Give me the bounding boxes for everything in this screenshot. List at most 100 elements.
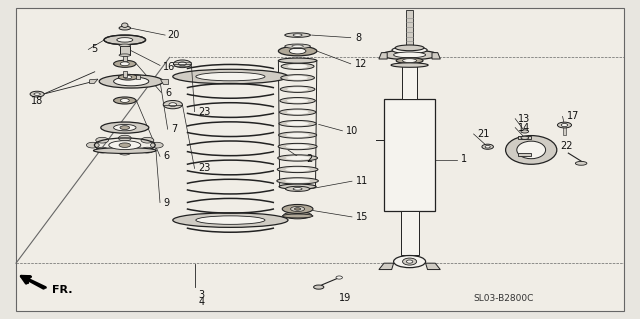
Ellipse shape <box>280 109 316 115</box>
Ellipse shape <box>294 208 301 210</box>
Text: 23: 23 <box>198 107 211 117</box>
Ellipse shape <box>150 142 163 148</box>
Ellipse shape <box>118 74 138 80</box>
Ellipse shape <box>394 256 426 268</box>
Ellipse shape <box>179 62 186 66</box>
Ellipse shape <box>124 76 132 79</box>
Ellipse shape <box>287 76 308 80</box>
Ellipse shape <box>314 285 324 289</box>
Bar <box>136 75 140 79</box>
Ellipse shape <box>196 216 265 224</box>
Ellipse shape <box>403 258 417 265</box>
Ellipse shape <box>141 147 154 153</box>
Text: 18: 18 <box>31 96 43 106</box>
Ellipse shape <box>277 178 319 184</box>
Text: FR.: FR. <box>52 285 73 295</box>
Ellipse shape <box>99 75 163 88</box>
Text: 1: 1 <box>461 154 467 165</box>
Ellipse shape <box>575 161 587 165</box>
Ellipse shape <box>119 26 131 30</box>
Ellipse shape <box>291 206 305 211</box>
Ellipse shape <box>114 124 136 131</box>
Ellipse shape <box>521 136 529 139</box>
Text: 12: 12 <box>355 59 367 69</box>
Ellipse shape <box>173 69 288 84</box>
Ellipse shape <box>277 166 318 173</box>
Ellipse shape <box>285 179 310 183</box>
Ellipse shape <box>282 214 313 218</box>
Ellipse shape <box>118 135 131 141</box>
Ellipse shape <box>278 155 317 161</box>
Ellipse shape <box>381 50 438 60</box>
Ellipse shape <box>93 148 156 153</box>
Ellipse shape <box>119 143 131 147</box>
Text: 6: 6 <box>165 87 172 98</box>
Bar <box>120 46 130 55</box>
Ellipse shape <box>406 260 413 263</box>
Ellipse shape <box>278 46 317 56</box>
Ellipse shape <box>336 276 342 279</box>
Text: 13: 13 <box>518 114 531 124</box>
Ellipse shape <box>557 122 572 128</box>
Polygon shape <box>379 53 387 59</box>
Text: 22: 22 <box>561 141 573 151</box>
Ellipse shape <box>114 60 136 67</box>
Ellipse shape <box>163 100 182 109</box>
Bar <box>123 71 127 77</box>
Ellipse shape <box>278 58 317 63</box>
Ellipse shape <box>173 60 191 68</box>
Ellipse shape <box>482 144 493 149</box>
Text: 20: 20 <box>168 30 180 40</box>
Ellipse shape <box>293 188 302 190</box>
Text: 2: 2 <box>306 154 312 165</box>
Ellipse shape <box>169 103 177 107</box>
Bar <box>563 125 566 135</box>
Ellipse shape <box>285 156 310 160</box>
Text: 15: 15 <box>356 212 368 222</box>
Ellipse shape <box>281 63 314 70</box>
Bar <box>384 99 435 211</box>
Ellipse shape <box>285 44 310 48</box>
Ellipse shape <box>96 137 109 143</box>
Ellipse shape <box>114 77 149 86</box>
Ellipse shape <box>96 147 109 153</box>
Ellipse shape <box>279 184 316 189</box>
Ellipse shape <box>101 122 149 133</box>
Ellipse shape <box>122 23 128 27</box>
Ellipse shape <box>114 97 136 104</box>
Ellipse shape <box>286 145 309 149</box>
Ellipse shape <box>396 45 424 51</box>
Ellipse shape <box>292 45 303 48</box>
Ellipse shape <box>119 44 131 47</box>
Polygon shape <box>90 79 98 84</box>
Ellipse shape <box>285 167 310 171</box>
Text: 23: 23 <box>198 163 211 174</box>
Text: 21: 21 <box>477 129 489 139</box>
Ellipse shape <box>104 35 146 45</box>
Text: 7: 7 <box>172 124 178 134</box>
Ellipse shape <box>120 99 129 102</box>
Ellipse shape <box>34 93 40 95</box>
Text: 11: 11 <box>356 176 368 186</box>
Text: 6: 6 <box>163 151 170 161</box>
Ellipse shape <box>281 75 314 81</box>
Ellipse shape <box>561 123 568 127</box>
Ellipse shape <box>279 121 316 127</box>
Ellipse shape <box>286 133 309 137</box>
Bar <box>402 65 417 99</box>
Ellipse shape <box>403 59 417 63</box>
Text: 3: 3 <box>198 290 205 300</box>
Ellipse shape <box>196 72 265 81</box>
Ellipse shape <box>288 64 307 68</box>
Polygon shape <box>518 136 531 139</box>
Ellipse shape <box>485 145 490 148</box>
Ellipse shape <box>392 47 428 54</box>
Ellipse shape <box>117 38 133 42</box>
Ellipse shape <box>289 48 306 54</box>
Ellipse shape <box>287 99 308 103</box>
Polygon shape <box>432 53 440 59</box>
Ellipse shape <box>287 122 308 126</box>
Ellipse shape <box>517 141 545 159</box>
Ellipse shape <box>278 132 317 138</box>
Ellipse shape <box>280 98 316 104</box>
